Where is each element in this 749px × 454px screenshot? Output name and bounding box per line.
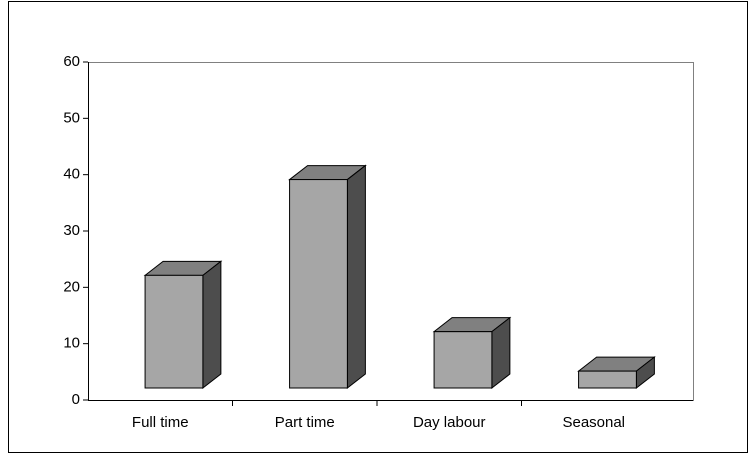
y-tick-label: 40 xyxy=(63,166,80,183)
bar xyxy=(289,179,348,389)
bar-side xyxy=(202,260,222,390)
bar xyxy=(578,370,637,389)
bar-side xyxy=(346,164,366,390)
y-tick-label: 10 xyxy=(63,335,80,352)
x-tick-label: Seasonal xyxy=(562,414,625,431)
y-tick-label: 30 xyxy=(63,222,80,239)
y-tick-label: 60 xyxy=(63,53,80,70)
x-tick-label: Day labour xyxy=(413,414,486,431)
y-tick-label: 20 xyxy=(63,278,80,295)
bar xyxy=(433,331,493,389)
y-tick-label: 50 xyxy=(63,109,80,126)
x-tick-label: Full time xyxy=(132,414,189,431)
bar xyxy=(144,274,204,389)
y-tick-label: 0 xyxy=(72,391,80,408)
x-tick-label: Part time xyxy=(275,414,335,431)
